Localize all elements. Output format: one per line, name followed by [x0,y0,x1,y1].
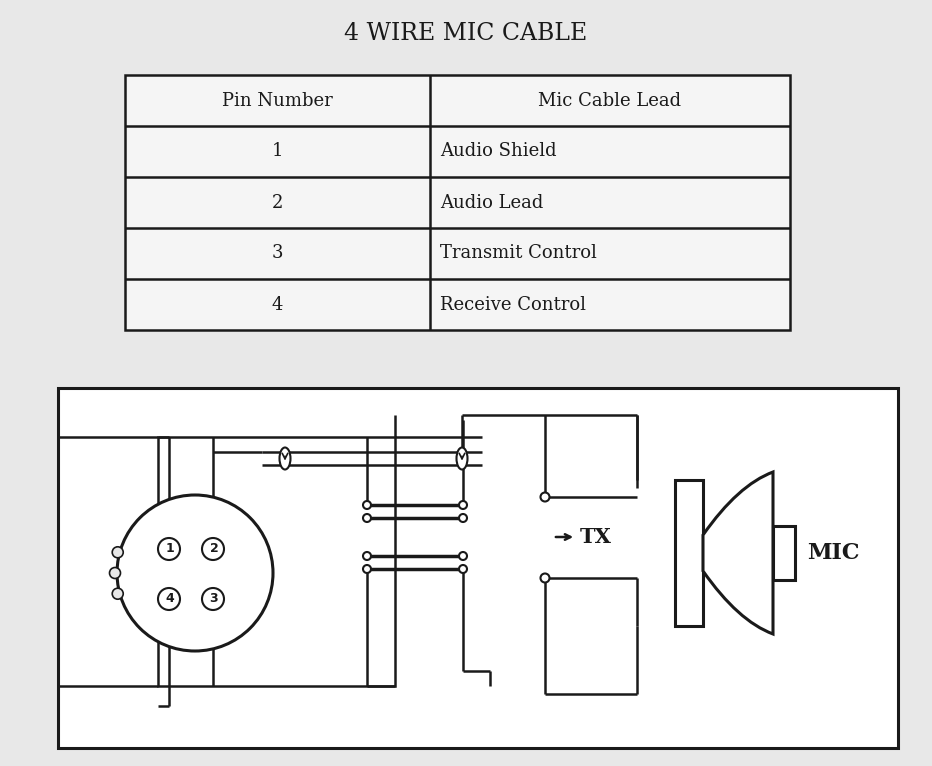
Circle shape [363,501,371,509]
Text: TX: TX [580,527,612,547]
Bar [125,75,790,330]
Circle shape [112,547,123,558]
Text: 4 WIRE MIC CABLE: 4 WIRE MIC CABLE [345,21,587,44]
Circle shape [363,565,371,573]
Bar [773,526,795,580]
Circle shape [459,514,467,522]
Text: Mic Cable Lead: Mic Cable Lead [539,91,681,110]
Circle shape [158,538,180,560]
Bar [158,437,395,686]
Circle shape [459,565,467,573]
Text: Audio Shield: Audio Shield [440,142,556,161]
Circle shape [202,538,224,560]
Circle shape [541,574,550,582]
Text: 4: 4 [166,592,174,605]
Text: 3: 3 [210,592,218,605]
Text: 4: 4 [272,296,283,313]
Ellipse shape [457,447,468,470]
Circle shape [541,493,550,502]
Circle shape [459,552,467,560]
Circle shape [363,514,371,522]
Circle shape [459,501,467,509]
Text: Receive Control: Receive Control [440,296,586,313]
Circle shape [363,552,371,560]
Circle shape [117,495,273,651]
Ellipse shape [280,447,291,470]
PathPatch shape [703,472,773,634]
Text: 2: 2 [272,194,283,211]
Text: 3: 3 [272,244,283,263]
Circle shape [112,588,123,599]
Text: Transmit Control: Transmit Control [440,244,596,263]
Text: Pin Number: Pin Number [222,91,333,110]
Bar [675,480,703,626]
Circle shape [109,568,120,578]
Text: 1: 1 [166,542,174,555]
Circle shape [158,588,180,610]
Text: 2: 2 [210,542,218,555]
Text: MIC: MIC [807,542,859,564]
Circle shape [202,588,224,610]
Text: Audio Lead: Audio Lead [440,194,543,211]
Text: 1: 1 [272,142,283,161]
Bar [58,388,898,748]
